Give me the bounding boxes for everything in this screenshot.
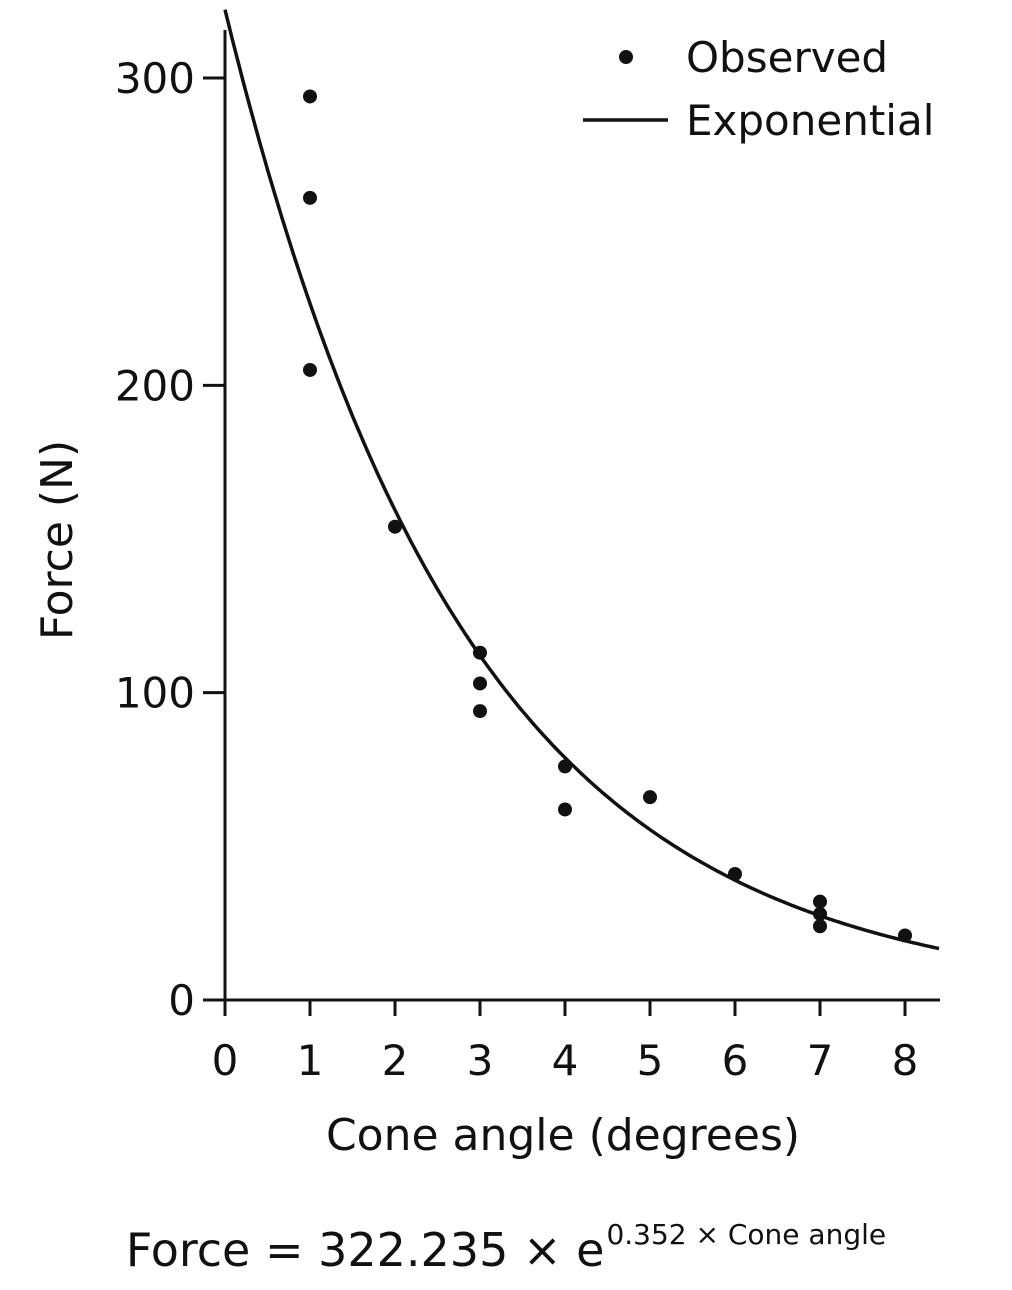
legend-observed-marker <box>619 50 633 64</box>
x-tick-label: 5 <box>637 1036 664 1085</box>
y-ticks: 0 100 200 300 <box>115 54 225 1025</box>
y-axis-title: Force (N) <box>32 440 83 640</box>
x-tick-label: 3 <box>467 1036 494 1085</box>
fit-line <box>223 9 940 951</box>
legend-observed-label: Observed <box>686 33 888 82</box>
x-axis-title: Cone angle (degrees) <box>326 1110 800 1161</box>
observed-point <box>473 676 487 691</box>
legend-exponential-label: Exponential <box>686 96 934 145</box>
observed-point <box>643 790 657 805</box>
axes <box>203 30 940 1002</box>
observed-point <box>558 802 572 817</box>
y-tick-label: 200 <box>115 361 195 410</box>
x-tick-label: 0 <box>212 1036 239 1085</box>
observed-point <box>813 906 827 921</box>
x-tick-label: 4 <box>552 1036 579 1085</box>
observed-point <box>558 759 572 774</box>
observed-point <box>813 894 827 909</box>
x-ticks: 0 1 2 3 4 5 6 7 8 <box>212 1000 919 1085</box>
x-tick-label: 8 <box>892 1036 919 1085</box>
y-tick-label: 300 <box>115 54 195 103</box>
x-tick-label: 1 <box>297 1036 324 1085</box>
formula: Force = 322.235 × e0.352 × Cone angle <box>0 1195 1012 1277</box>
observed-point <box>303 362 317 377</box>
x-tick-label: 7 <box>807 1036 834 1085</box>
observed-points <box>303 89 912 943</box>
observed-point <box>303 190 317 205</box>
observed-point <box>388 519 402 534</box>
formula-exponent: 0.352 × Cone angle <box>606 1218 887 1251</box>
observed-point <box>473 704 487 719</box>
x-tick-label: 6 <box>722 1036 749 1085</box>
observed-point <box>813 919 827 934</box>
formula-main: Force = 322.235 × e <box>125 1223 605 1277</box>
observed-point <box>728 866 742 881</box>
x-tick-label: 2 <box>382 1036 409 1085</box>
y-tick-label: 100 <box>115 669 195 718</box>
y-tick-label: 0 <box>168 976 195 1025</box>
observed-point <box>898 928 912 943</box>
observed-point <box>473 645 487 660</box>
legend: Observed Exponential <box>583 33 934 145</box>
observed-point <box>303 89 317 104</box>
